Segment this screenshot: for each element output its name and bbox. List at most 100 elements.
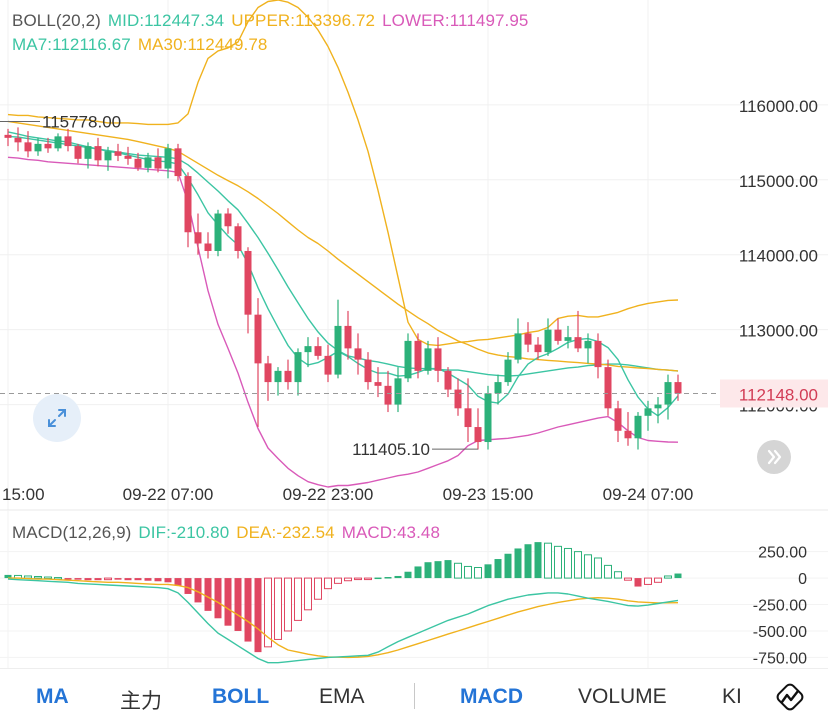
tab-fade — [752, 681, 774, 715]
time-tick-label: 15:00 — [2, 485, 45, 504]
candle — [184, 172, 192, 248]
drawing-tool-icon[interactable] — [774, 681, 806, 713]
boll-label: BOLL(20,2) — [12, 11, 101, 30]
candle-body — [74, 146, 82, 159]
tab-kdj[interactable]: KI — [722, 685, 742, 708]
candle-body — [544, 329, 552, 353]
macd-bar — [104, 577, 112, 581]
macd-bar — [344, 577, 352, 582]
ma30-value: MA30:112449.78 — [137, 35, 268, 54]
macd-tick-label: -250.00 — [753, 598, 807, 615]
tab-ema[interactable]: EMA — [319, 685, 365, 708]
candle — [354, 333, 362, 375]
boll-legend: BOLL(20,2) MID:112447.34 UPPER:113396.72 LO… — [12, 11, 536, 31]
candle — [414, 333, 422, 379]
candle — [494, 374, 502, 405]
candle — [584, 333, 592, 364]
boll-upper-line — [7, 0, 679, 347]
candle — [504, 352, 512, 386]
macd-value: MACD:43.48 — [341, 523, 441, 542]
price-y-axis: 116000.00115000.00114000.00113000.001120… — [739, 97, 818, 416]
candle — [514, 318, 522, 364]
candle-body — [504, 359, 512, 383]
macd-y-axis: 250.00 0 -250.00 -500.00 -750.00 — [753, 545, 807, 668]
macd-bar — [304, 577, 312, 611]
candle-body — [374, 382, 382, 386]
candle-body — [294, 352, 302, 383]
macd-bar — [244, 578, 252, 642]
candle-body — [254, 314, 262, 364]
candle-body — [474, 427, 482, 443]
candle-body — [114, 151, 122, 156]
tab-volume[interactable]: VOLUME — [578, 685, 667, 708]
candle-body — [4, 134, 12, 138]
ma-legend: MA7:112116.67 MA30:112449.78 — [12, 35, 274, 55]
candle-body — [164, 148, 172, 169]
candle-body — [314, 346, 322, 356]
tab-ma[interactable]: MA — [36, 685, 69, 708]
boll-upper-value: UPPER:113396.72 — [231, 11, 376, 30]
time-tick-label: 09-24 07:00 — [603, 485, 694, 504]
macd-bar — [424, 562, 432, 579]
macd-bar — [634, 578, 642, 587]
candle-body — [64, 136, 72, 147]
tab-main[interactable]: 主力 — [120, 690, 162, 713]
candlestick-series — [4, 127, 682, 450]
candle-body — [144, 157, 152, 168]
macd-tick-label: 0 — [798, 571, 807, 588]
price-indicator-lines — [7, 0, 679, 488]
candle-body — [204, 243, 212, 251]
macd-histogram-series — [4, 542, 682, 653]
tab-boll[interactable]: BOLL — [212, 685, 270, 708]
candle-body — [384, 385, 392, 405]
macd-bar — [174, 578, 182, 586]
expand-arrows-icon[interactable] — [33, 394, 81, 442]
candle — [484, 385, 492, 450]
macd-bar — [464, 565, 472, 579]
macd-bar — [444, 560, 452, 579]
macd-bar — [284, 577, 292, 632]
macd-bar — [274, 577, 282, 640]
tab-macd[interactable]: MACD — [460, 685, 523, 708]
candle-body — [534, 344, 542, 353]
candle — [154, 148, 162, 173]
candle-body — [84, 146, 92, 159]
double-chevron-right-icon[interactable] — [757, 440, 791, 474]
macd-legend: MACD(12,26,9) DIF:-210.80 DEA:-232.54 MACD:… — [12, 523, 447, 543]
candle — [134, 152, 142, 171]
candle-body — [464, 408, 472, 428]
macd-bar — [84, 578, 92, 581]
ma7-value: MA7:112116.67 — [12, 35, 131, 54]
macd-bar — [584, 554, 592, 579]
macd-bar — [544, 542, 552, 579]
candle-body — [364, 359, 372, 383]
indicator-tab-bar: MA 主力 BOLL EMA MACD VOLUME KI — [0, 668, 828, 724]
dea-line — [8, 577, 679, 659]
macd-bar — [334, 577, 342, 584]
price-tick-label: 116000.00 — [739, 97, 818, 116]
candle — [114, 143, 122, 162]
candle-body — [244, 250, 252, 315]
candle-body — [34, 143, 42, 152]
candle — [94, 137, 102, 167]
candle — [144, 152, 152, 173]
macd-bar — [644, 577, 652, 585]
candle — [574, 310, 582, 353]
candle — [204, 232, 212, 259]
candle — [464, 378, 472, 443]
dif-value: DIF:-210.80 — [138, 523, 230, 542]
candle — [554, 318, 562, 345]
ma30-line — [7, 120, 679, 372]
candle — [84, 142, 92, 169]
macd-bar — [114, 578, 122, 580]
high-marker-label: 115778.00 — [42, 113, 121, 132]
candle — [244, 247, 252, 334]
candle — [364, 352, 372, 390]
dea-value: DEA:-232.54 — [236, 523, 335, 542]
macd-bar — [94, 578, 102, 581]
candle — [304, 337, 312, 368]
macd-tick-label: -500.00 — [753, 624, 807, 641]
candle-body — [394, 378, 402, 405]
macd-bar — [564, 547, 572, 579]
